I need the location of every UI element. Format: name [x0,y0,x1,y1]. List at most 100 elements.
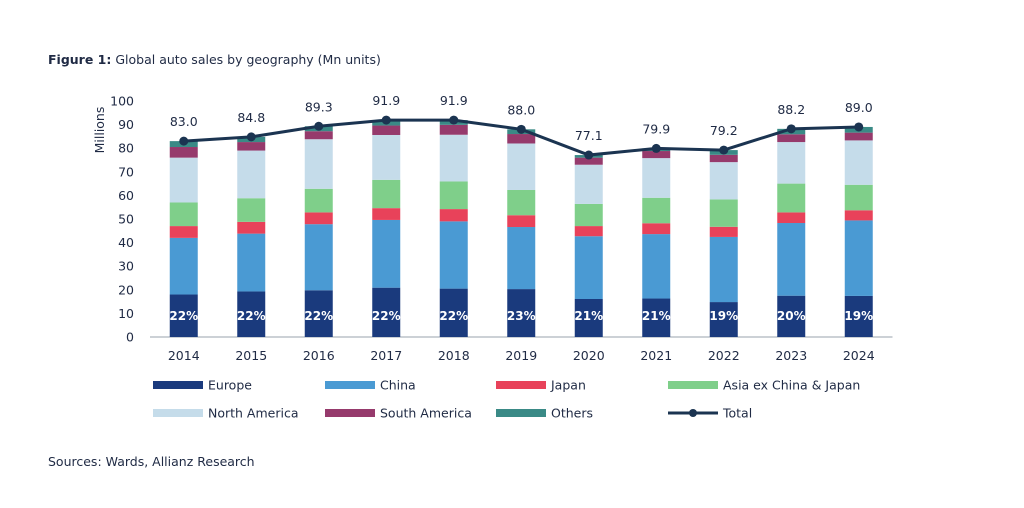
bar-segment-china [574,236,603,300]
y-tick-label: 40 [118,235,134,250]
europe-share-label: 22% [237,309,266,323]
europe-share-label: 19% [844,309,873,323]
legend-label: Asia ex China & Japan [723,378,860,393]
bar-segment-north-america [642,158,671,198]
bar-segment-asia-ex-china-japan [439,181,468,210]
bar-segment-south-america [237,142,266,151]
bar-segment-south-america [304,131,333,140]
bar-segment-japan [237,221,266,234]
total-point [179,136,189,146]
total-data-label: 83.0 [170,114,198,129]
bar-segment-japan [304,212,333,225]
y-tick-label: 50 [118,212,134,227]
y-tick-label: 70 [118,164,134,179]
figure-label: Figure 1: [48,52,112,67]
x-tick-label: 2023 [775,348,807,363]
legend-swatch [496,409,546,417]
bar-segment-asia-ex-china-japan [777,183,806,213]
bar-segment-asia-ex-china-japan [507,189,536,216]
bar-segment-south-america [169,147,198,158]
bar-segment-japan [507,215,536,228]
x-tick-label: 2014 [168,348,200,363]
bar-segment-south-america [642,151,671,159]
bar-segment-china [709,236,738,303]
total-point [651,143,661,153]
total-point [381,115,391,125]
bar-segment-china [642,234,671,299]
bar-segment-asia-ex-china-japan [844,184,873,211]
total-data-label: 79.9 [642,121,670,136]
bar-segment-china [844,220,873,296]
bar-segment-north-america [844,140,873,185]
bar-segment-china [439,221,468,289]
x-tick-label: 2024 [843,348,875,363]
y-tick-label: 10 [118,306,134,321]
bar-segment-china [507,227,536,290]
europe-share-label: 21% [642,309,671,323]
legend-marker [689,409,697,417]
bar-segment-europe [574,299,603,337]
bar-segment-china [372,219,401,288]
bar-segment-north-america [304,139,333,189]
bar-segment-north-america [709,162,738,200]
legend-swatch [325,409,375,417]
y-tick-label: 60 [118,188,134,203]
bar-segment-europe [844,295,873,337]
legend-label: North America [208,406,299,421]
europe-share-label: 22% [304,309,333,323]
bar-segment-south-america [844,132,873,141]
bar-segment-europe [777,295,806,337]
bar-segment-north-america [777,142,806,184]
bar-segment-europe [439,288,468,337]
figure-title-text: Global auto sales by geography (Mn units… [115,52,381,67]
bar-segment-south-america [574,157,603,165]
total-data-label: 79.2 [710,123,738,138]
bar-segment-japan [642,223,671,235]
bar-segment-europe [169,294,198,337]
total-point [314,121,324,131]
bar-segment-south-america [372,125,401,135]
total-point [854,122,864,132]
bar-segment-japan [844,210,873,221]
total-point [246,132,256,142]
total-point [449,115,459,125]
legend-swatch [153,381,203,389]
total-data-label: 84.8 [237,110,265,125]
legend-swatch [153,409,203,417]
bar-segment-north-america [574,164,603,204]
total-data-label: 88.0 [507,102,535,117]
x-tick-label: 2021 [640,348,672,363]
y-tick-label: 0 [126,330,134,345]
bar-segment-japan [169,226,198,238]
x-tick-label: 2017 [370,348,402,363]
legend-label: Others [551,406,593,421]
total-data-label: 91.9 [440,93,468,108]
bar-segment-asia-ex-china-japan [709,199,738,227]
legend-label: Japan [550,378,586,393]
bar-segment-asia-ex-china-japan [574,203,603,227]
bar-segment-china [237,233,266,292]
total-data-label: 89.0 [845,100,873,115]
legend-swatch [325,381,375,389]
total-data-label: 89.3 [305,99,333,114]
bar-segment-south-america [709,154,738,163]
bar-segment-europe [507,289,536,337]
bar-segment-asia-ex-china-japan [169,202,198,227]
x-tick-label: 2016 [303,348,335,363]
bar-segment-europe [237,291,266,337]
total-data-label: 88.2 [777,102,805,117]
legend-label: South America [380,406,472,421]
x-tick-label: 2020 [573,348,605,363]
x-tick-label: 2019 [505,348,537,363]
x-tick-label: 2018 [438,348,470,363]
bar-segment-china [304,224,333,291]
bar-segment-asia-ex-china-japan [304,188,333,213]
total-point [584,150,594,160]
europe-share-label: 19% [709,309,738,323]
total-data-label: 77.1 [575,128,603,143]
europe-share-label: 22% [372,309,401,323]
total-point [786,124,796,134]
y-tick-label: 20 [118,282,134,297]
total-point [719,145,729,155]
y-tick-label: 90 [118,117,134,132]
